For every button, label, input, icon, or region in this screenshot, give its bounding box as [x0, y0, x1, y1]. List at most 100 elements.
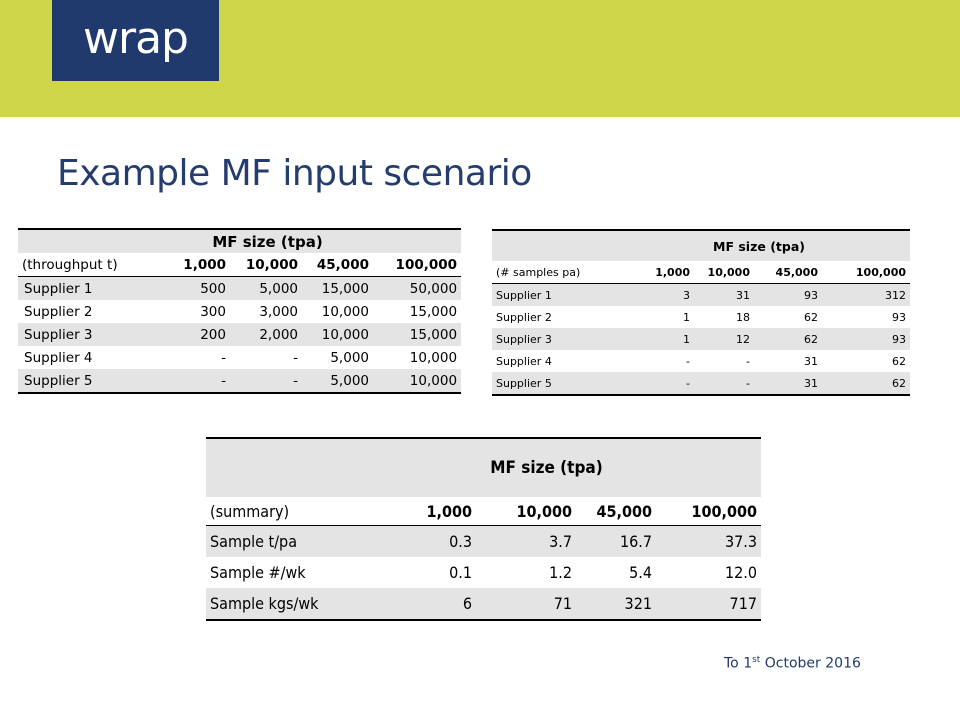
table-cell: 717	[656, 588, 762, 620]
table-cell: 10,000	[302, 323, 373, 346]
wrap-logo: wrap	[52, 0, 219, 81]
table-cell: 5,000	[230, 276, 302, 300]
table-header: MF size (tpa)	[492, 230, 911, 261]
row-label-header: (throughput t)	[18, 253, 168, 277]
table-cell: 300	[200, 303, 226, 320]
table-cell: 31	[754, 372, 822, 395]
table-row: Supplier 4 - - 31 62	[492, 350, 910, 372]
column-header: 1,000	[622, 261, 694, 284]
table-cell: 1.2	[549, 563, 572, 582]
row-label-header: (# samples pa)	[492, 261, 622, 284]
slide-title: Example MF input scenario	[57, 153, 532, 194]
table-cell: 31	[694, 283, 754, 306]
column-header-row: (throughput t) 1,000 10,000 45,000 100,0…	[18, 253, 462, 277]
column-header: 10,000	[694, 261, 754, 284]
column-header: 100,000	[373, 253, 462, 277]
table-cell: 71	[476, 588, 576, 620]
footnote-superscript: st	[752, 655, 761, 665]
table-cell: 5,000	[302, 369, 373, 393]
table-cell: 31	[804, 354, 818, 368]
table-cell: 15,000	[373, 323, 462, 346]
table-cell: 62	[892, 354, 907, 368]
table-cell: 15,000	[409, 303, 458, 320]
table-cell: -	[293, 349, 298, 366]
table-cell: 3,000	[259, 303, 298, 320]
summary-table: MF size (tpa) (summary) 1,000 10,000 45,…	[206, 437, 762, 621]
table-cell: 12	[694, 328, 754, 350]
table-cell: -	[168, 369, 230, 393]
table-cell: 0.1	[449, 563, 472, 582]
table-cell: 10,000	[321, 303, 369, 320]
table-row: Supplier 1 3 31 93 312	[492, 283, 911, 306]
row-label: Supplier 3	[18, 323, 168, 346]
samples-pa-table: MF size (tpa) (# samples pa) 1,000 10,00…	[492, 229, 911, 396]
table-cell: 1	[622, 328, 694, 350]
table-cell: 200	[168, 323, 230, 346]
table-cell: 321	[576, 588, 656, 620]
table-cell: 37.3	[656, 525, 762, 557]
row-label: Sample t/pa	[206, 525, 396, 557]
table-row: Supplier 2 1 18 62 93	[492, 306, 910, 328]
table-row: Supplier 4 - - 5,000 10,000	[18, 346, 461, 369]
column-header: 100,000	[656, 497, 762, 526]
column-header: 10,000	[230, 253, 302, 277]
column-header: 45,000	[576, 497, 656, 526]
table-cell: 16.7	[576, 525, 656, 557]
column-header: 10,000	[476, 497, 576, 526]
row-label: Sample #/wk	[210, 563, 306, 582]
column-header: 100,000	[822, 261, 911, 284]
row-label: Supplier 4	[24, 349, 93, 366]
row-label-header: (summary)	[206, 497, 396, 526]
table-row: Supplier 2 300 3,000 10,000 15,000	[18, 300, 461, 323]
table-header-row: MF size (tpa)	[206, 438, 762, 497]
table-cell: 10,000	[373, 369, 462, 393]
column-header: 1,000	[396, 497, 476, 526]
column-header-row: (# samples pa) 1,000 10,000 45,000 100,0…	[492, 261, 911, 284]
column-header: 45,000	[302, 253, 373, 277]
column-header: 45,000	[754, 261, 822, 284]
table-cell: 6	[396, 588, 476, 620]
table-cell: 5.4	[629, 563, 652, 582]
table-cell: 93	[822, 328, 911, 350]
table-cell: 312	[822, 283, 911, 306]
table-cell: 50,000	[373, 276, 462, 300]
row-label: Supplier 2	[24, 303, 93, 320]
column-header-row: (summary) 1,000 10,000 45,000 100,000	[206, 497, 762, 526]
table-cell: 3	[622, 283, 694, 306]
row-label: Sample kgs/wk	[206, 588, 396, 620]
row-label: Supplier 1	[18, 276, 168, 300]
table-header: MF size (tpa)	[18, 229, 462, 253]
table-cell: 62	[804, 310, 818, 324]
table-row: Supplier 5 - - 31 62	[492, 372, 911, 395]
table-cell: 2,000	[230, 323, 302, 346]
table-cell: -	[746, 354, 750, 368]
table-cell: 1	[683, 310, 690, 324]
footnote-suffix: October 2016	[760, 655, 861, 672]
row-label: Supplier 5	[492, 372, 622, 395]
row-label: Supplier 3	[492, 328, 622, 350]
table-row: Sample kgs/wk 6 71 321 717	[206, 588, 762, 620]
column-header: 1,000	[168, 253, 230, 277]
table-cell: 93	[892, 310, 907, 324]
table-cell: 0.3	[396, 525, 476, 557]
table-row: Supplier 1 500 5,000 15,000 50,000	[18, 276, 462, 300]
table-row: Supplier 5 - - 5,000 10,000	[18, 369, 462, 393]
throughput-table: MF size (tpa) (throughput t) 1,000 10,00…	[18, 228, 462, 394]
table-header-row: MF size (tpa)	[18, 229, 462, 253]
logo-text: wrap	[83, 12, 189, 64]
row-label: Supplier 5	[18, 369, 168, 393]
table-header: MF size (tpa)	[206, 438, 762, 497]
row-label: Supplier 4	[496, 354, 552, 368]
table-cell: 12.0	[724, 563, 758, 582]
table-cell: 3.7	[476, 525, 576, 557]
table-row: Supplier 3 1 12 62 93	[492, 328, 911, 350]
table-row: Supplier 3 200 2,000 10,000 15,000	[18, 323, 462, 346]
table-cell: -	[694, 372, 754, 395]
table-header-row: MF size (tpa)	[492, 230, 911, 261]
table-row: Sample #/wk 0.1 1.2 5.4 12.0	[206, 557, 761, 588]
footnote-prefix: To 1	[724, 655, 753, 672]
table-cell: 62	[822, 372, 911, 395]
table-cell: 10,000	[409, 349, 458, 366]
row-label: Supplier 2	[496, 310, 552, 324]
table-row: Sample t/pa 0.3 3.7 16.7 37.3	[206, 525, 762, 557]
